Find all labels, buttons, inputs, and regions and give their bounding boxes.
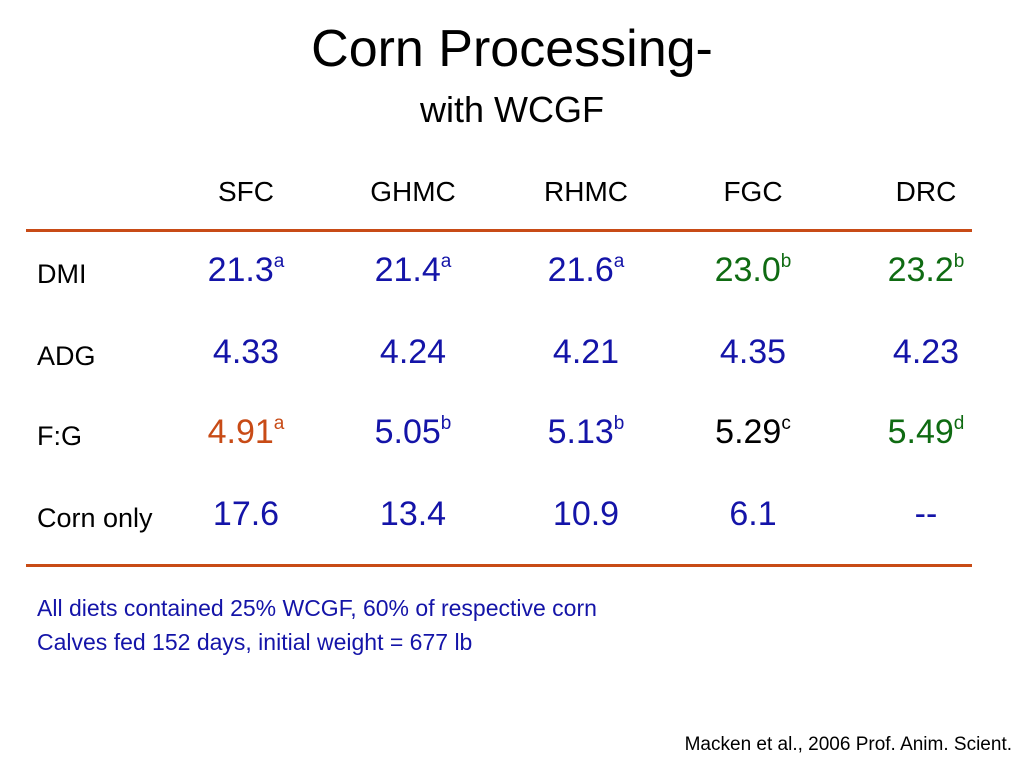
cell-value: 4.35 (719, 333, 787, 371)
table-cell: 4.33 (171, 332, 321, 372)
table-top-rule (26, 229, 972, 232)
row-label: F:G (37, 421, 82, 451)
cell-value: 23.0 (714, 251, 781, 289)
cell-value: 21.4 (374, 251, 441, 289)
table-cell: 4.23 (851, 332, 1001, 372)
cell-value: 21.3 (207, 251, 274, 289)
cell-value: 4.23 (892, 333, 960, 371)
footnote-calves: Calves fed 152 days, initial weight = 67… (37, 629, 473, 655)
cell-value: 23.2 (887, 251, 954, 289)
table-cell: 5.13b (511, 412, 661, 452)
table-cell: 21.6a (511, 250, 661, 290)
cell-superscript: a (613, 251, 625, 272)
column-header-rhmc: RHMC (544, 176, 628, 207)
cell-value: 5.29 (715, 413, 782, 451)
column-header-fgc: FGC (723, 176, 783, 207)
cell-value: 4.24 (379, 333, 447, 371)
cell-value: 5.13 (547, 413, 614, 451)
cell-value: 10.9 (552, 495, 620, 533)
cell-superscript: a (273, 413, 285, 434)
table-cell: 5.05b (338, 412, 488, 452)
table-cell: 10.9 (511, 494, 661, 534)
cell-superscript: a (440, 251, 452, 272)
cell-value: 17.6 (212, 495, 280, 533)
table-cell: 4.24 (338, 332, 488, 372)
cell-superscript: b (780, 251, 792, 272)
cell-superscript: b (613, 413, 625, 434)
cell-superscript: d (953, 413, 965, 434)
table-cell: -- (851, 494, 1001, 534)
slide-subtitle: with WCGF (420, 89, 604, 130)
column-header-ghmc: GHMC (370, 176, 456, 207)
row-label: Corn only (37, 503, 153, 533)
cell-superscript: b (440, 413, 452, 434)
cell-value: 4.91 (207, 413, 274, 451)
table-cell: 4.35 (678, 332, 828, 372)
cell-value: 21.6 (547, 251, 614, 289)
table-cell: 21.3a (171, 250, 321, 290)
table-cell: 23.2b (851, 250, 1001, 290)
table-cell: 4.21 (511, 332, 661, 372)
cell-value: 4.21 (552, 333, 620, 371)
cell-value: -- (914, 495, 938, 533)
cell-value: 6.1 (729, 495, 777, 533)
table-bottom-rule (26, 564, 972, 567)
cell-value: 13.4 (379, 495, 447, 533)
cell-superscript: b (953, 251, 965, 272)
cell-value: 5.05 (374, 413, 441, 451)
table-cell: 5.49d (851, 412, 1001, 452)
footnote-diets: All diets contained 25% WCGF, 60% of res… (37, 595, 597, 621)
table-cell: 23.0b (678, 250, 828, 290)
table-cell: 17.6 (171, 494, 321, 534)
cell-value: 4.33 (212, 333, 280, 371)
table-cell: 4.91a (171, 412, 321, 452)
table-cell: 5.29c (678, 412, 828, 452)
citation: Macken et al., 2006 Prof. Anim. Scient. (684, 734, 1012, 755)
row-label: DMI (37, 259, 87, 289)
column-header-sfc: SFC (218, 176, 274, 207)
table-cell: 21.4a (338, 250, 488, 290)
table-cell: 6.1 (678, 494, 828, 534)
cell-superscript: c (781, 413, 791, 434)
column-header-drc: DRC (895, 176, 957, 207)
cell-value: 5.49 (887, 413, 954, 451)
cell-superscript: a (273, 251, 285, 272)
table-cell: 13.4 (338, 494, 488, 534)
slide-title: Corn Processing- (311, 20, 713, 78)
row-label: ADG (37, 341, 96, 371)
